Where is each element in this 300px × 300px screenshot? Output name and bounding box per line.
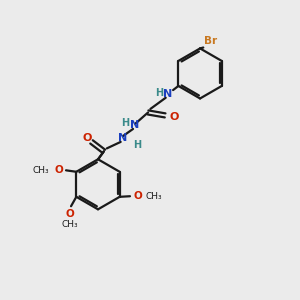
Text: H: H: [155, 88, 163, 98]
Text: H: H: [122, 118, 130, 128]
Text: O: O: [133, 191, 142, 201]
Text: CH₃: CH₃: [146, 192, 162, 201]
Text: N: N: [130, 120, 140, 130]
Text: O: O: [169, 112, 178, 122]
Text: CH₃: CH₃: [61, 220, 78, 229]
Text: H: H: [133, 140, 142, 150]
Text: O: O: [65, 209, 74, 219]
Text: Br: Br: [204, 36, 217, 46]
Text: O: O: [82, 134, 92, 143]
Text: N: N: [163, 89, 172, 99]
Text: CH₃: CH₃: [33, 166, 49, 175]
Text: N: N: [118, 133, 128, 143]
Text: O: O: [54, 165, 63, 175]
